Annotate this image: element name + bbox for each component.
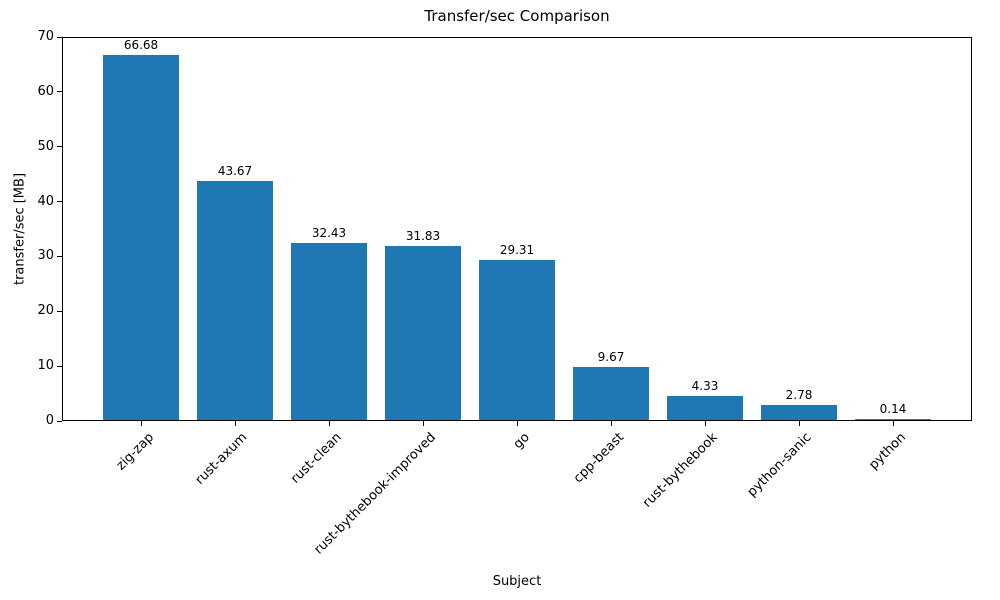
x-tick-mark — [328, 421, 330, 426]
x-tick-mark — [704, 421, 706, 426]
y-tick-mark — [57, 420, 62, 422]
y-tick-mark — [57, 255, 62, 257]
y-axis-label: transfer/sec [MB] — [12, 172, 28, 286]
y-tick-mark — [57, 146, 62, 148]
bar-rust-bythebook — [667, 396, 743, 420]
x-axis-label: Subject — [492, 574, 542, 589]
y-tick-mark — [57, 36, 62, 38]
x-tick-mark — [140, 421, 142, 426]
y-tick-label: 50 — [37, 138, 54, 154]
y-tick-label: 0 — [45, 413, 54, 428]
bar-value-label: 2.78 — [785, 388, 813, 402]
x-tick-mark — [892, 421, 894, 426]
bar-value-label: 66.68 — [123, 38, 159, 52]
y-tick-label: 10 — [37, 358, 54, 374]
y-tick-label: 20 — [37, 303, 54, 319]
bar-zig-zap — [103, 55, 179, 420]
x-tick-mark — [422, 421, 424, 426]
bar-python — [855, 419, 931, 420]
bar-value-label: 4.33 — [691, 379, 719, 393]
x-tick-mark — [234, 421, 236, 426]
bar-value-label: 0.14 — [879, 402, 907, 416]
y-tick-mark — [57, 91, 62, 93]
y-tick-label: 30 — [37, 248, 54, 264]
x-tick-label: cpp-beast — [570, 430, 627, 487]
y-tick-mark — [57, 365, 62, 367]
x-tick-mark — [610, 421, 612, 426]
bar-python-sanic — [761, 405, 837, 420]
x-tick-label: rust-bythebook — [639, 430, 721, 511]
bar-rust-bythebook-improved — [385, 246, 461, 420]
bar-rust-clean — [291, 243, 367, 420]
x-tick-mark — [798, 421, 800, 426]
y-tick-mark — [57, 310, 62, 312]
x-tick-label: rust-clean — [287, 430, 345, 487]
x-tick-label: python-sanic — [744, 430, 815, 500]
bar-value-label: 29.31 — [499, 243, 535, 257]
x-tick-label: go — [510, 430, 533, 453]
bar-value-label: 9.67 — [597, 350, 625, 364]
x-tick-mark — [516, 421, 518, 426]
bar-value-label: 31.83 — [405, 229, 441, 243]
bar-value-label: 43.67 — [217, 164, 253, 178]
bar-rust-axum — [197, 181, 273, 420]
chart-title: Transfer/sec Comparison — [424, 7, 610, 25]
bar-value-label: 32.43 — [311, 226, 347, 240]
x-tick-label: zig-zap — [113, 430, 157, 474]
bar-go — [479, 260, 555, 420]
y-tick-label: 60 — [37, 83, 54, 99]
y-tick-label: 40 — [37, 193, 54, 209]
x-tick-label: python — [865, 430, 909, 473]
y-tick-mark — [57, 201, 62, 203]
y-tick-label: 70 — [37, 29, 54, 44]
bar-cpp-beast — [573, 367, 649, 420]
x-tick-label: rust-axum — [192, 430, 251, 488]
